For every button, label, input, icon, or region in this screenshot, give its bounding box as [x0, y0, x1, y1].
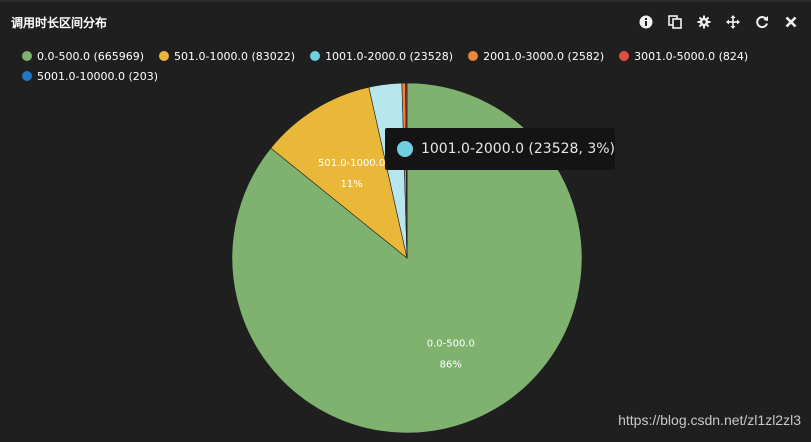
- tooltip-text: 1001.0-2000.0 (23528, 3%): [421, 141, 615, 157]
- chart-tooltip: 1001.0-2000.0 (23528, 3%): [385, 128, 615, 170]
- slice-percent-label: 86%: [440, 360, 462, 371]
- slice-percent-label: 11%: [340, 179, 362, 190]
- slice-name-label: 501.0-1000.0: [318, 158, 385, 169]
- tooltip-color-dot: [397, 141, 413, 157]
- slice-name-label: 0.0-500.0: [427, 339, 475, 350]
- watermark: https://blog.csdn.net/zl1zl2zl3: [618, 412, 801, 428]
